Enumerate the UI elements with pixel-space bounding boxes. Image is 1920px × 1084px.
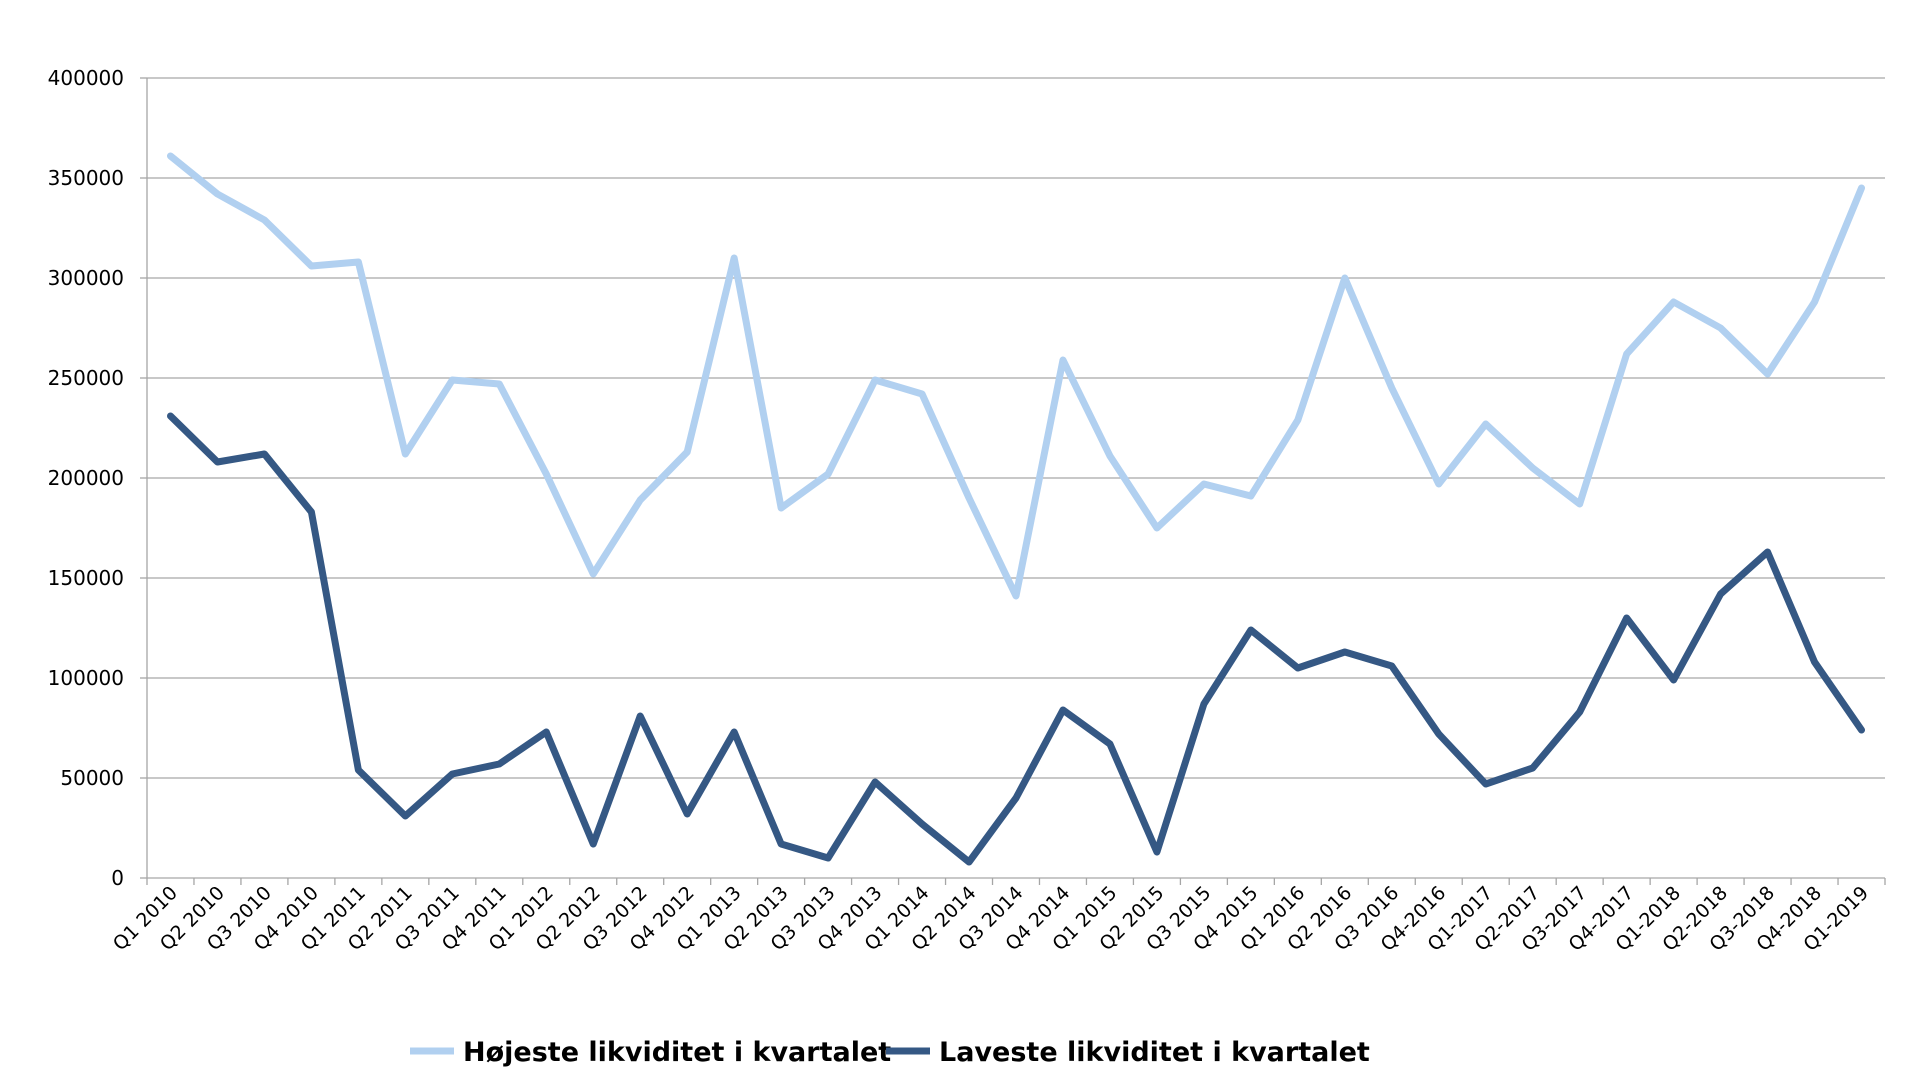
data-point — [355, 259, 362, 265]
data-point — [167, 153, 174, 159]
data-point — [1482, 781, 1489, 787]
data-point — [1670, 677, 1677, 683]
data-point — [872, 779, 879, 785]
series-lines — [166, 152, 1866, 866]
data-point — [637, 497, 644, 503]
data-point — [261, 217, 268, 223]
data-point — [1576, 501, 1583, 507]
data-point — [1388, 385, 1395, 391]
data-point — [167, 413, 174, 419]
data-point — [1013, 795, 1019, 801]
data-point — [1529, 465, 1536, 471]
data-point — [1294, 417, 1301, 423]
data-point — [637, 713, 644, 719]
data-point — [1623, 615, 1630, 621]
data-point — [825, 471, 832, 477]
legend-label-2: Laveste likviditet i kvartalet — [939, 1037, 1370, 1068]
data-point — [684, 449, 691, 455]
data-point — [1435, 481, 1442, 487]
data-point — [919, 391, 926, 397]
data-point — [731, 729, 738, 735]
data-point — [449, 377, 456, 383]
data-point — [1247, 493, 1254, 499]
data-point — [1294, 665, 1301, 671]
data-point — [966, 495, 973, 501]
y-tick-label: 200000 — [48, 466, 124, 490]
data-point — [214, 191, 221, 197]
data-point — [684, 811, 691, 817]
y-tick-label: 250000 — [48, 366, 124, 390]
data-point — [1341, 649, 1348, 655]
data-point — [1013, 593, 1019, 599]
data-point — [1858, 727, 1865, 733]
data-point — [825, 855, 832, 861]
data-point — [1717, 325, 1724, 331]
y-tick-label: 0 — [111, 866, 124, 890]
y-tick-label: 400000 — [48, 66, 124, 90]
data-point — [778, 841, 785, 847]
data-point — [261, 451, 268, 457]
data-point — [1153, 849, 1160, 855]
data-point — [1153, 525, 1160, 531]
data-point — [308, 263, 315, 269]
y-tick-label: 50000 — [60, 766, 124, 790]
data-point — [1482, 421, 1489, 427]
data-point — [1717, 591, 1724, 597]
data-point — [402, 451, 409, 457]
data-point — [1388, 663, 1395, 669]
data-point — [543, 729, 550, 735]
data-point — [1811, 299, 1818, 305]
data-point — [590, 841, 597, 847]
data-point — [1670, 299, 1677, 305]
data-point — [1435, 731, 1442, 737]
data-point — [308, 509, 315, 515]
data-point — [590, 571, 597, 577]
y-tick-labels: 0 50000 100000 150000 200000 250000 300000 3500… — [48, 66, 124, 890]
data-point — [1200, 481, 1207, 487]
data-point — [496, 761, 503, 767]
axes — [140, 77, 1886, 885]
data-point — [402, 813, 409, 819]
data-point — [1059, 357, 1066, 363]
data-point — [449, 771, 456, 777]
data-point — [919, 821, 926, 827]
y-tick-label: 150000 — [48, 566, 124, 590]
data-point — [355, 767, 362, 773]
data-point — [872, 377, 879, 383]
data-point — [1576, 709, 1583, 715]
y-tick-label: 100000 — [48, 666, 124, 690]
data-point — [731, 255, 738, 261]
data-point — [1529, 765, 1536, 771]
data-point — [966, 859, 973, 865]
y-tick-label: 350000 — [48, 166, 124, 190]
data-point — [1623, 351, 1630, 357]
data-point — [1247, 627, 1254, 633]
y-tick-label: 300000 — [48, 266, 124, 290]
data-point — [778, 505, 785, 511]
data-point — [1811, 659, 1818, 665]
data-point — [1106, 453, 1113, 459]
data-point — [1341, 275, 1348, 281]
legend: Højeste likviditet i kvartalet Laveste li… — [410, 1037, 1370, 1068]
data-point — [214, 459, 221, 465]
data-point — [1764, 371, 1771, 377]
data-point — [543, 471, 550, 477]
data-point — [1764, 549, 1771, 555]
legend-label-1: Højeste likviditet i kvartalet — [463, 1037, 891, 1068]
data-point — [1106, 741, 1113, 747]
data-point — [1858, 185, 1865, 191]
data-point — [496, 381, 503, 387]
series-line-1 — [166, 152, 1866, 600]
data-point — [1200, 701, 1207, 707]
data-point — [1059, 707, 1066, 713]
gridlines — [147, 77, 1885, 779]
